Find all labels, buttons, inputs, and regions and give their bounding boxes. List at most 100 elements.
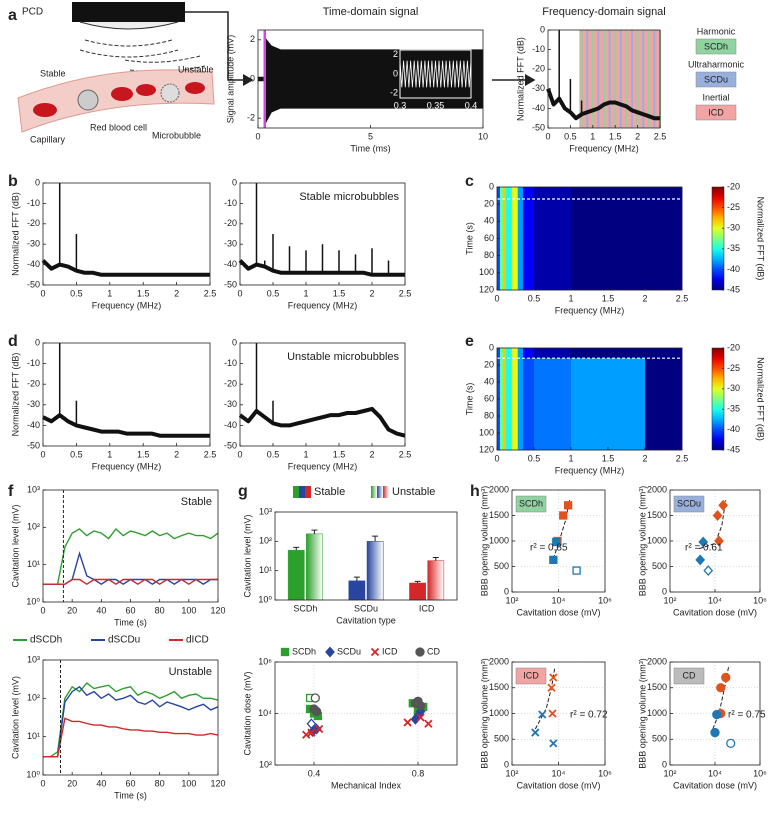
- y-tick-label: 10⁰: [258, 594, 272, 604]
- annotation: Unstable microbubbles: [287, 351, 399, 363]
- legend-group: Ultraharmonic: [688, 59, 745, 69]
- panel-label: h: [470, 483, 480, 500]
- legend-swatch: [280, 647, 290, 657]
- inset-background: [399, 49, 472, 99]
- x-axis-label: Time (ms): [350, 143, 390, 153]
- plot-frame: [42, 659, 219, 776]
- x-tick-label: 1: [568, 453, 573, 463]
- label-box: [515, 495, 547, 513]
- y-tick-label: 2000: [489, 656, 509, 666]
- y-tick-label: 60: [484, 393, 494, 403]
- y-tick-label: -30: [27, 239, 40, 249]
- stable-bubble: [77, 89, 99, 111]
- error-bar: [293, 546, 300, 551]
- x-tick-label: 20: [67, 778, 77, 788]
- heatmap-cell: [517, 348, 524, 359]
- chart-title: Time-domain signal: [323, 6, 419, 18]
- y-axis-label: Cavitation level (mV): [242, 514, 252, 597]
- plot-frame: [257, 29, 484, 129]
- x-tick-label: 80: [155, 778, 165, 788]
- x-tick-label: 10⁴: [708, 768, 722, 778]
- x-tick-label: 0: [40, 605, 45, 615]
- legend-swatch: [695, 38, 737, 55]
- inset-x-tick-label: 0.3: [394, 100, 407, 110]
- bar: [306, 533, 323, 601]
- panel-label: g: [238, 483, 248, 500]
- y-tick-label: -20: [27, 379, 40, 389]
- point: [307, 728, 316, 737]
- x-axis-label: Frequency (MHz): [92, 461, 162, 471]
- point: [538, 710, 547, 719]
- point: [310, 693, 320, 703]
- x-tick-label: 10²: [663, 768, 676, 778]
- panel-label: c: [465, 173, 474, 190]
- x-axis-label: Time (s): [114, 790, 147, 800]
- legend-label: SCDh: [704, 41, 728, 51]
- legend-group: Harmonic: [697, 26, 736, 36]
- error-bar: [414, 580, 421, 583]
- red-blood-cell: [111, 87, 133, 101]
- annotation: r² = 0.72: [570, 710, 608, 721]
- heatmap-cell: [522, 358, 535, 451]
- x-tick-label: 2: [642, 293, 647, 303]
- heatmap-cell: [517, 187, 524, 291]
- wavefronts: [79, 39, 206, 73]
- y-tick-label: -10: [224, 358, 237, 368]
- point: [712, 709, 722, 720]
- x-tick-label: 10⁴: [552, 595, 566, 605]
- y-tick-label: 100: [479, 267, 494, 277]
- x-tick-label: 10: [478, 131, 488, 141]
- arrow: [185, 11, 254, 86]
- heatmap-cell: [522, 187, 535, 291]
- y-tick-label: -30: [224, 239, 237, 249]
- y-axis-label: BBB opening volume (mm³): [479, 486, 489, 597]
- x-tick-label: 0: [494, 293, 499, 303]
- point: [547, 683, 556, 692]
- heatmap-cell: [517, 358, 524, 451]
- y-tick-label: 0: [250, 73, 255, 83]
- y-tick-label: 10²: [27, 522, 40, 532]
- point: [716, 683, 726, 693]
- legend-label: SCDu: [337, 646, 361, 656]
- legend-label: ICD: [382, 646, 398, 656]
- legend-label: dSCDh: [30, 635, 62, 646]
- colorbar-tick-label: -20: [727, 181, 740, 191]
- y-tick-label: 1500: [489, 682, 509, 692]
- x-tick-label: 2.5: [399, 449, 412, 459]
- y-tick-label: 500: [652, 734, 667, 744]
- x-axis-label: Cavitation dose (mV): [673, 607, 757, 617]
- y-tick-label: 10³: [259, 506, 272, 516]
- y-tick-label: 1000: [647, 708, 667, 718]
- y-tick-label: 20: [484, 199, 494, 209]
- y-tick-label: 0: [35, 337, 40, 347]
- x-tick-label: 2.5: [204, 288, 217, 298]
- x-tick-label: 1.5: [137, 449, 150, 459]
- legend-label: Stable: [314, 486, 345, 498]
- heatmap-cell: [502, 358, 507, 451]
- x-tick-label: 1.5: [602, 453, 615, 463]
- y-tick-label: 100: [479, 427, 494, 437]
- capillary-label: Capillary: [30, 134, 66, 144]
- y-tick-label: 0: [662, 586, 667, 596]
- point: [315, 724, 324, 734]
- y-tick-label: -10: [27, 358, 40, 368]
- y-tick-label: 120: [479, 444, 494, 454]
- x-axis-label: Cavitation dose (mV): [673, 780, 757, 790]
- fit-line: [552, 500, 571, 560]
- legend-label: ICD: [708, 107, 724, 117]
- x-tick-label: 1: [590, 131, 595, 141]
- legend-swatch: [415, 647, 425, 657]
- x-tick-label: 80: [155, 605, 165, 615]
- legend-swatch: [299, 486, 305, 498]
- red-blood-cell: [136, 84, 156, 96]
- x-tick-label: ICD: [419, 603, 435, 613]
- y-tick-label: 10⁴: [258, 708, 272, 718]
- x-tick-label: 2: [174, 288, 179, 298]
- y-tick-label: 1000: [647, 535, 667, 545]
- y-axis-label: Cavitation dose (mV): [242, 671, 252, 755]
- plot-frame: [42, 489, 219, 603]
- annotation: r² = 0.75: [728, 710, 766, 721]
- heatmap-cell: [511, 348, 519, 359]
- y-tick-label: -50: [27, 440, 40, 450]
- x-tick-label: 10⁴: [708, 595, 722, 605]
